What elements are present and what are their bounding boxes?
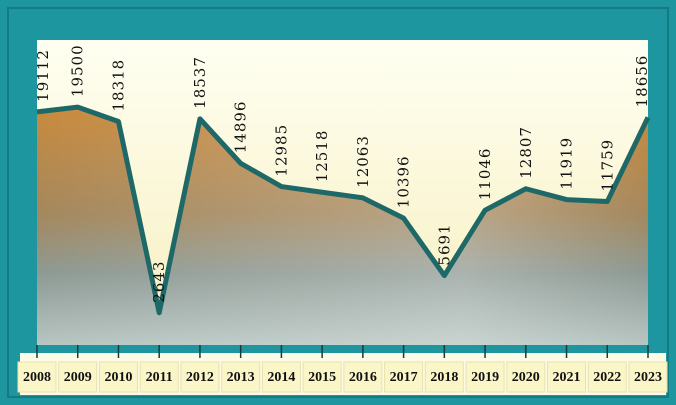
x-label-box [547,361,587,393]
x-label-box [384,361,424,393]
value-label: 19112 [34,49,52,102]
x-label-box [139,361,179,393]
value-label: 12985 [272,124,290,177]
x-label-box [98,361,138,393]
x-label-box [343,361,383,393]
value-label: 19500 [69,44,87,97]
x-label-box [302,361,342,393]
x-tick-label: 2014 [267,370,295,385]
value-label: 12518 [313,130,331,183]
x-tick-label: 2013 [227,370,255,385]
x-tick-label: 2011 [146,370,173,385]
photo-highlight [37,107,648,345]
x-label-box [424,361,464,393]
value-label: 10396 [395,155,413,208]
x-tick-label: 2015 [308,370,336,385]
x-tick-label: 2009 [64,370,92,385]
value-label: 11759 [598,139,616,192]
x-label-box [180,361,220,393]
x-tick-label: 2021 [553,370,581,385]
value-label: 2643 [150,261,168,303]
x-tick-label: 2018 [430,370,458,385]
value-label: 18537 [191,56,209,109]
x-label-box [628,361,668,393]
x-tick-label: 2010 [104,370,132,385]
x-label-box [465,361,505,393]
x-tick-label: 2022 [593,370,621,385]
value-label: 11919 [558,137,576,190]
value-label: 14896 [232,101,250,154]
line [36,104,651,316]
x-tick-label: 2019 [471,370,499,385]
x-tick-label: 2012 [186,370,214,385]
x-tick-label: 2017 [390,370,418,385]
value-label: 12807 [517,126,535,179]
x-tick-label: 2008 [23,370,51,385]
x-label-box [17,361,57,393]
x-tick-label: 2020 [512,370,540,385]
value-label: 12063 [354,135,372,188]
x-label-box [261,361,301,393]
value-label: 18318 [109,59,127,112]
x-label-box [221,361,261,393]
x-label-box [58,361,98,393]
value-label: 5691 [435,223,453,265]
value-label: 18656 [633,55,651,108]
value-label: 11046 [476,148,494,201]
x-label-box [587,361,627,393]
x-tick-label: 2023 [634,370,662,385]
x-label-box [506,361,546,393]
x-tick-label: 2016 [349,370,377,385]
